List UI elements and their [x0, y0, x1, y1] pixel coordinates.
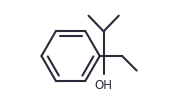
Text: OH: OH	[95, 79, 113, 92]
